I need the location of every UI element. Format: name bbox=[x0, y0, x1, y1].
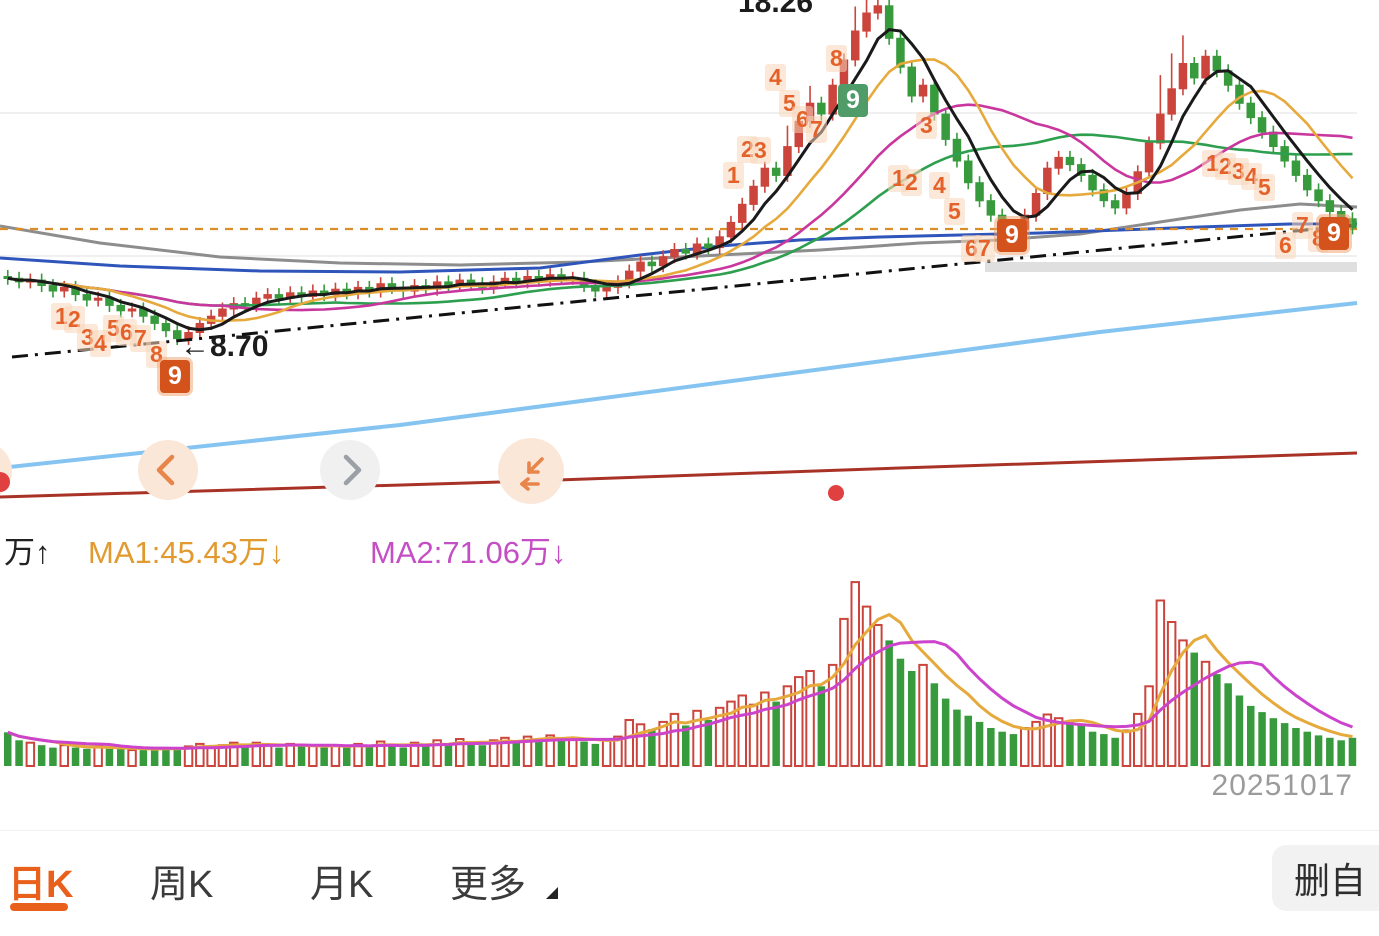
drawing-anchor-dot[interactable] bbox=[828, 485, 844, 501]
collapse-chart-button[interactable] bbox=[498, 438, 564, 504]
td-sequence-marker-1: 1 bbox=[723, 162, 744, 189]
td-sequence-marker-9: 9 bbox=[997, 219, 1027, 252]
volume-ma2-label: MA2:71.06万↓ bbox=[370, 535, 567, 570]
td-sequence-marker-3: 3 bbox=[916, 112, 937, 139]
delete-watchlist-button[interactable]: 删自 bbox=[1272, 845, 1379, 911]
price-annotation: ←8.70 bbox=[180, 330, 269, 363]
chevron-right-icon bbox=[343, 454, 362, 486]
td-sequence-marker-7: 7 bbox=[806, 116, 827, 143]
td-sequence-marker-8: 8 bbox=[826, 45, 847, 72]
td-sequence-marker-5: 5 bbox=[1254, 174, 1275, 201]
tab-daily-k[interactable]: 日K bbox=[8, 864, 74, 906]
td-sequence-marker-5: 5 bbox=[944, 198, 965, 225]
volume-value-label: 万↑ bbox=[4, 535, 51, 570]
td-sequence-marker-7: 7 bbox=[974, 235, 995, 262]
axis-date-label: 20251017 bbox=[1211, 769, 1353, 802]
td-sequence-marker-2: 2 bbox=[901, 169, 922, 196]
volume-pane bbox=[0, 570, 1379, 768]
td-sequence-marker-4: 4 bbox=[929, 172, 950, 199]
kline-pane: 12345678912345678912345679123456789 18.2… bbox=[0, 0, 1379, 515]
td-sequence-marker-6: 6 bbox=[1275, 232, 1296, 259]
volume-chart[interactable] bbox=[0, 570, 1379, 768]
td-sequence-marker-3: 3 bbox=[750, 137, 771, 164]
partial-edge-red-dot bbox=[0, 472, 10, 492]
more-dropdown-caret-icon bbox=[546, 887, 558, 899]
pan-left-button[interactable] bbox=[138, 440, 198, 500]
kline-chart[interactable] bbox=[0, 0, 1379, 515]
active-tab-underline bbox=[10, 903, 68, 911]
delete-button-label: 删自 bbox=[1294, 860, 1367, 901]
chevron-left-icon bbox=[156, 454, 175, 486]
td-sequence-marker-4: 4 bbox=[765, 64, 786, 91]
volume-ma1-label: MA1:45.43万↓ bbox=[88, 535, 285, 570]
td-sequence-marker-9: 9 bbox=[838, 84, 868, 117]
td-sequence-marker-9: 9 bbox=[1319, 217, 1349, 250]
tab-monthly-k[interactable]: 月K bbox=[310, 864, 374, 906]
td-sequence-marker-7: 7 bbox=[130, 325, 151, 352]
pan-right-button[interactable] bbox=[320, 440, 380, 500]
tab-weekly-k[interactable]: 周K bbox=[150, 864, 214, 906]
volume-header: 万↑ MA1:45.43万↓ MA2:71.06万↓ bbox=[0, 515, 1379, 570]
collapse-arrows-icon bbox=[520, 457, 544, 491]
price-annotation: 18.26 bbox=[738, 0, 814, 19]
td-sequence-marker-9: 9 bbox=[160, 360, 190, 393]
tab-more[interactable]: 更多 bbox=[450, 864, 527, 906]
period-tabbar: 日K 周K 月K 更多 删自 bbox=[0, 830, 1379, 936]
td-sequence-marker-7: 7 bbox=[1292, 212, 1313, 239]
